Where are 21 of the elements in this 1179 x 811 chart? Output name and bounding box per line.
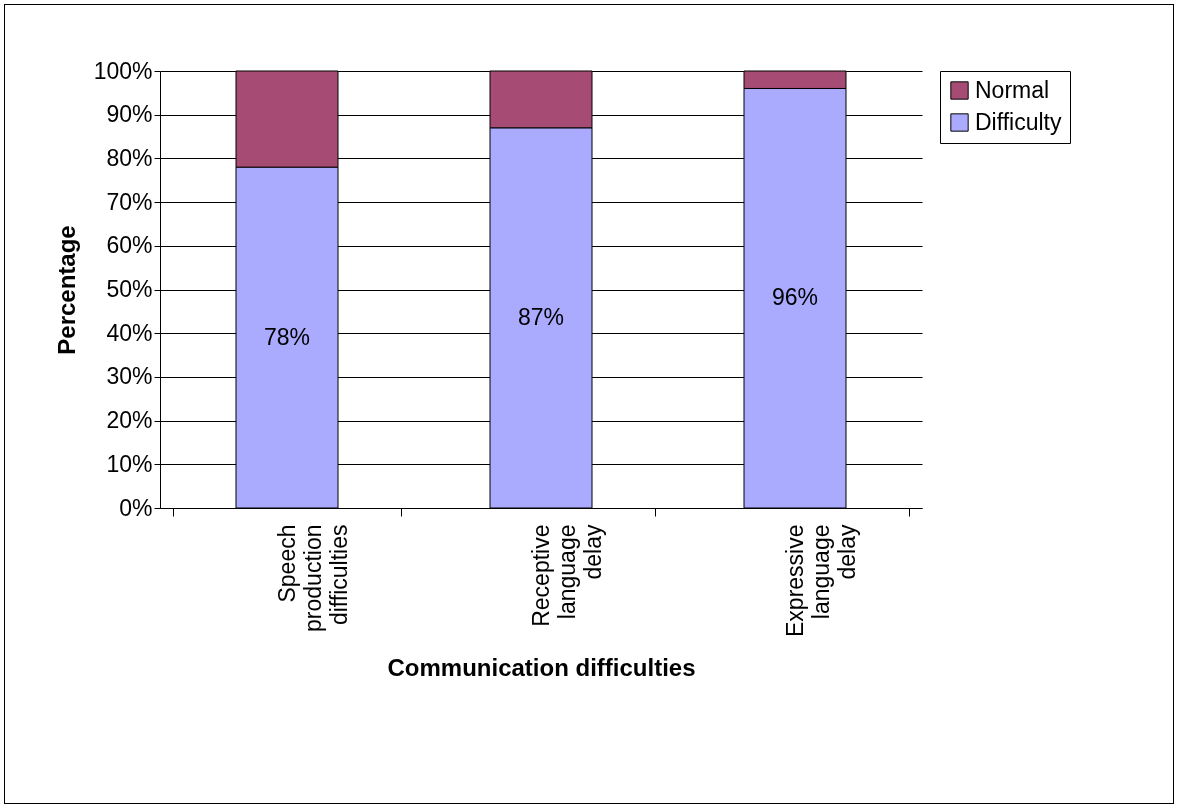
y-tick-label: 90% [106, 101, 153, 128]
y-tick-label: 80% [106, 144, 153, 171]
x-tick-label: Speech production difficulties [273, 524, 352, 632]
y-tick-label: 40% [106, 319, 153, 346]
y-tick-label: 70% [106, 188, 153, 215]
y-axis-title: Percentage [52, 225, 80, 355]
x-tick-label: Receptive language delay [527, 524, 606, 627]
legend-label: Normal [975, 76, 1050, 103]
y-tick-label: 50% [106, 276, 153, 302]
legend-label: Difficulty [975, 108, 1062, 135]
data-label: 87% [517, 303, 565, 330]
y-tick-label: 10% [106, 450, 153, 477]
y-tick-label: 30% [106, 363, 153, 390]
y-tick-label: 0% [119, 494, 153, 521]
y-tick-label: 20% [106, 407, 153, 434]
y-tick-label: 100% [93, 57, 153, 84]
y-tick-label: 60% [106, 232, 153, 259]
data-label: 96% [771, 284, 819, 311]
x-tick-label: Expressive language delay [781, 524, 860, 637]
x-axis-title: Communication difficulties [387, 653, 696, 681]
data-label: 78% [263, 323, 311, 350]
